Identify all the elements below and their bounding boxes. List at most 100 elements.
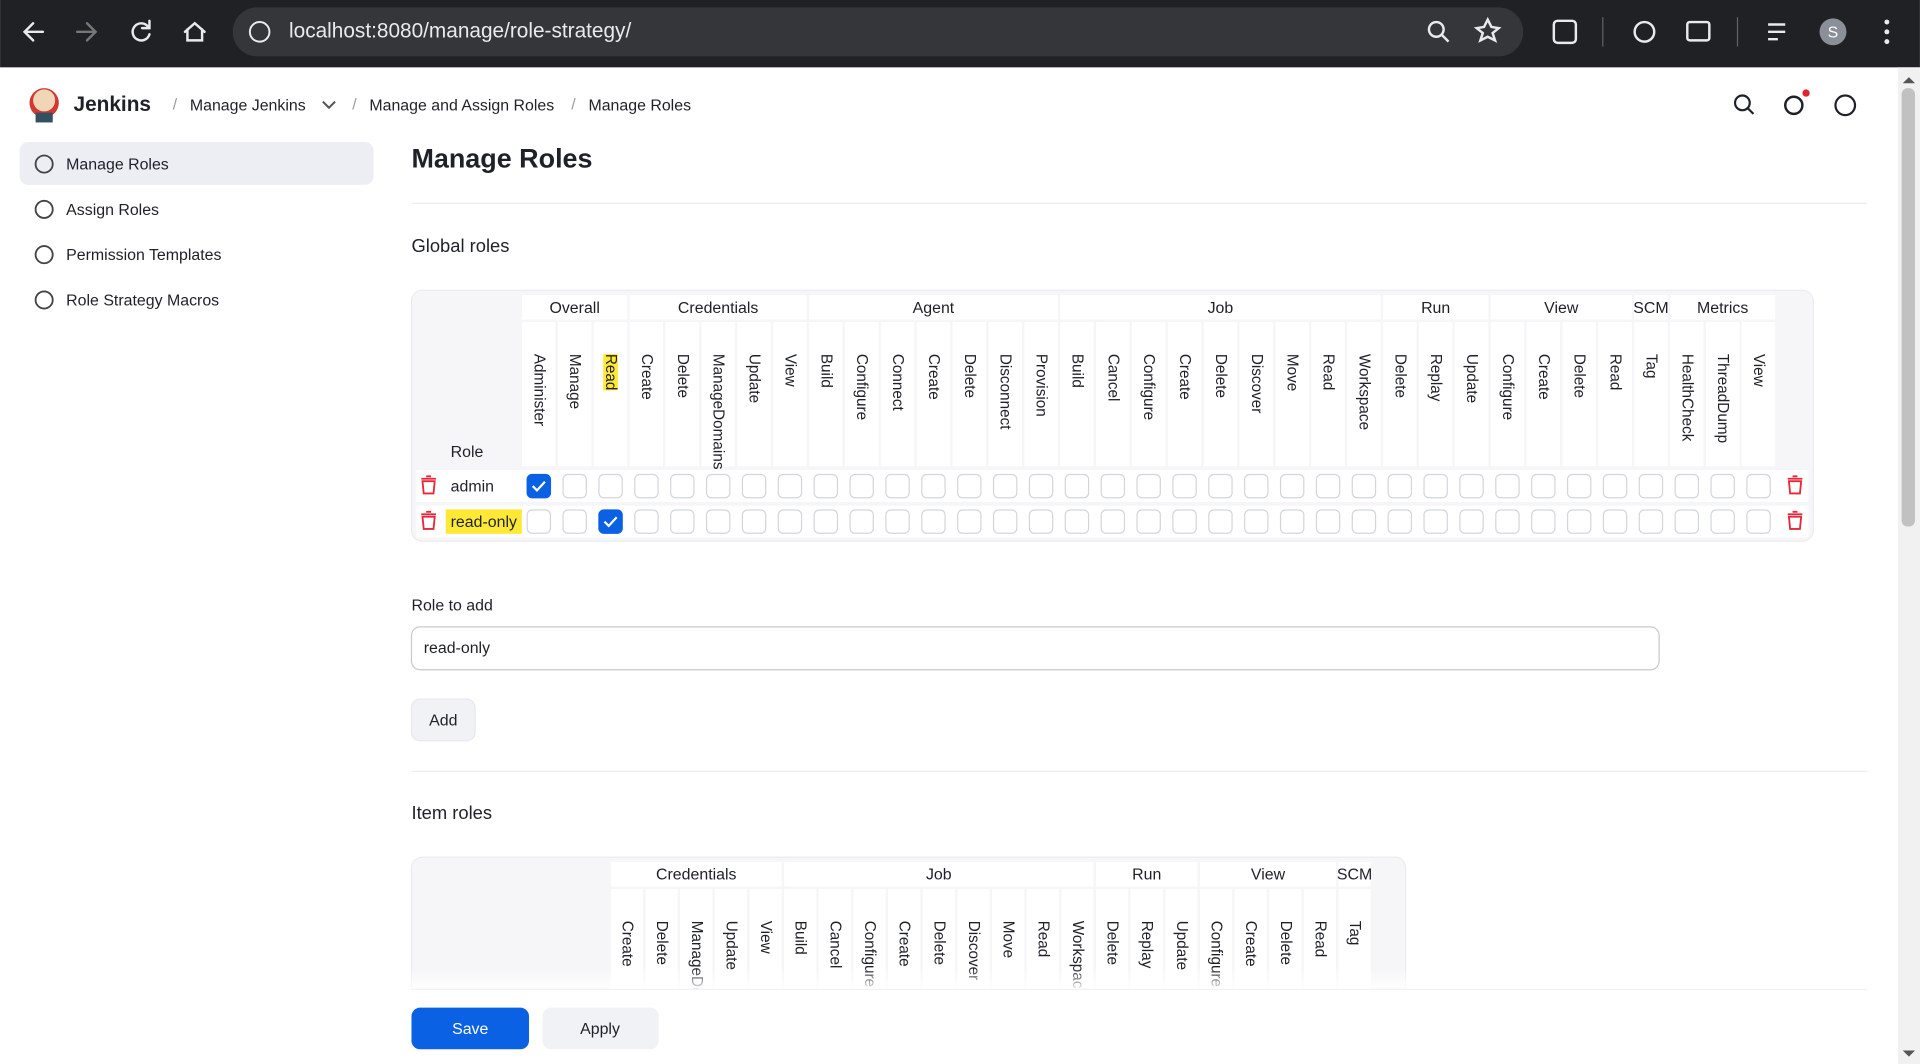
permission-checkbox[interactable]	[1028, 473, 1054, 499]
permission-checkbox[interactable]	[1136, 509, 1161, 534]
permission-checkbox[interactable]	[598, 473, 623, 499]
permission-checkbox[interactable]	[1459, 473, 1484, 499]
permission-checkbox[interactable]	[705, 509, 731, 534]
permission-checkbox[interactable]	[1064, 509, 1090, 534]
permission-checkbox[interactable]	[526, 509, 552, 534]
permission-checkbox[interactable]	[1100, 509, 1126, 534]
zoom-icon[interactable]	[1427, 20, 1445, 38]
save-button-label[interactable]: Save	[452, 1021, 488, 1038]
permission-checkbox[interactable]	[1244, 473, 1269, 499]
permission-checkbox[interactable]	[1423, 509, 1448, 534]
brand[interactable]: Jenkins	[74, 93, 151, 116]
jenkins-logo[interactable]	[29, 88, 59, 123]
permission-checkbox[interactable]	[849, 509, 874, 534]
delete-role-button[interactable]	[421, 510, 436, 530]
permission-checkbox[interactable]	[1531, 473, 1556, 499]
sidebar-item[interactable]: Manage Roles	[66, 156, 169, 173]
search-icon[interactable]	[1733, 94, 1751, 112]
permission-checkbox[interactable]	[705, 473, 731, 499]
permission-checkbox[interactable]	[1674, 473, 1700, 499]
delete-role-button[interactable]	[421, 475, 436, 495]
permission-checkbox[interactable]	[813, 473, 839, 499]
permission-checkbox[interactable]	[1710, 473, 1735, 499]
back-button[interactable]	[22, 22, 45, 42]
save-button[interactable]	[411, 1007, 530, 1050]
role-input-value[interactable]: read-only	[424, 640, 490, 657]
permission-checkbox[interactable]	[849, 473, 874, 499]
permission-checkbox[interactable]	[1602, 509, 1628, 534]
permission-checkbox[interactable]	[1746, 509, 1771, 534]
sidebar-item[interactable]: Role Strategy Macros	[66, 292, 219, 309]
address-bar[interactable]	[232, 7, 1524, 57]
url[interactable]: localhost:8080/manage/role-strategy/	[289, 19, 631, 42]
permission-checkbox[interactable]	[1172, 473, 1197, 499]
permission-checkbox[interactable]	[598, 509, 623, 534]
permission-checkbox[interactable]	[1351, 509, 1377, 534]
delete-role-button[interactable]	[1787, 510, 1803, 530]
add-button[interactable]	[410, 698, 476, 742]
permission-checkbox[interactable]	[634, 473, 659, 499]
reload-button[interactable]	[131, 19, 151, 42]
permission-checkbox[interactable]	[777, 473, 803, 499]
account-icon[interactable]	[1834, 94, 1857, 117]
extensions-icon[interactable]	[1552, 19, 1578, 45]
permission-checkbox[interactable]	[1064, 473, 1090, 499]
sidebar-item[interactable]: Assign Roles	[66, 202, 159, 219]
permission-checkbox[interactable]	[741, 509, 767, 534]
permission-checkbox[interactable]	[670, 509, 695, 534]
permission-checkbox[interactable]	[885, 473, 910, 499]
permission-checkbox[interactable]	[1638, 509, 1664, 534]
permission-checkbox[interactable]	[1495, 509, 1520, 534]
permission-checkbox[interactable]	[1566, 509, 1592, 534]
sidebar-item[interactable]: Permission Templates	[66, 247, 221, 264]
forward-button[interactable]	[75, 22, 98, 42]
permission-checkbox[interactable]	[1746, 473, 1771, 499]
permission-checkbox[interactable]	[1208, 509, 1233, 534]
history-icon[interactable]	[1633, 20, 1656, 43]
permission-checkbox[interactable]	[957, 509, 982, 534]
permission-checkbox[interactable]	[634, 509, 659, 534]
permission-checkbox[interactable]	[1531, 509, 1556, 534]
permission-checkbox[interactable]	[1638, 473, 1664, 499]
add-button-label[interactable]: Add	[429, 712, 457, 729]
tab-search-icon[interactable]	[1686, 20, 1711, 42]
permission-checkbox[interactable]	[885, 509, 910, 534]
permission-checkbox[interactable]	[957, 473, 982, 499]
permission-checkbox[interactable]	[1674, 509, 1700, 534]
permission-checkbox[interactable]	[1351, 473, 1377, 499]
permission-checkbox[interactable]	[1028, 509, 1054, 534]
scrollbar-thumb[interactable]	[1901, 88, 1916, 527]
permission-checkbox[interactable]	[670, 473, 695, 499]
role-input[interactable]	[410, 626, 1660, 671]
delete-role-button[interactable]	[1787, 475, 1803, 495]
settings-icon[interactable]	[1784, 95, 1804, 116]
permission-checkbox[interactable]	[1459, 509, 1484, 534]
permission-checkbox[interactable]	[1279, 509, 1305, 534]
permission-checkbox[interactable]	[992, 509, 1018, 534]
permission-checkbox[interactable]	[1495, 473, 1520, 499]
permission-checkbox[interactable]	[1710, 509, 1735, 534]
permission-checkbox[interactable]	[526, 473, 552, 499]
permission-checkbox[interactable]	[1244, 509, 1269, 534]
permission-checkbox[interactable]	[562, 509, 587, 534]
permission-checkbox[interactable]	[992, 473, 1018, 499]
permission-checkbox[interactable]	[1602, 473, 1628, 499]
apply-button[interactable]	[542, 1007, 659, 1050]
breadcrumb[interactable]: Manage Jenkins	[190, 98, 306, 115]
permission-checkbox[interactable]	[813, 509, 839, 534]
permission-checkbox[interactable]	[1279, 473, 1305, 499]
permission-checkbox[interactable]	[1315, 473, 1341, 499]
permission-checkbox[interactable]	[1208, 473, 1233, 499]
breadcrumb[interactable]: Manage Roles	[588, 98, 691, 115]
bookmark-icon[interactable]	[1473, 16, 1502, 43]
permission-checkbox[interactable]	[1387, 473, 1413, 499]
media-icon[interactable]	[1768, 23, 1786, 41]
permission-checkbox[interactable]	[741, 473, 767, 499]
permission-checkbox[interactable]	[777, 509, 803, 534]
permission-checkbox[interactable]	[1423, 473, 1448, 499]
home-button[interactable]	[183, 21, 206, 42]
permission-checkbox[interactable]	[921, 473, 946, 499]
permission-checkbox[interactable]	[1172, 509, 1197, 534]
apply-button-label[interactable]: Apply	[580, 1021, 620, 1038]
permission-checkbox[interactable]	[921, 509, 946, 534]
